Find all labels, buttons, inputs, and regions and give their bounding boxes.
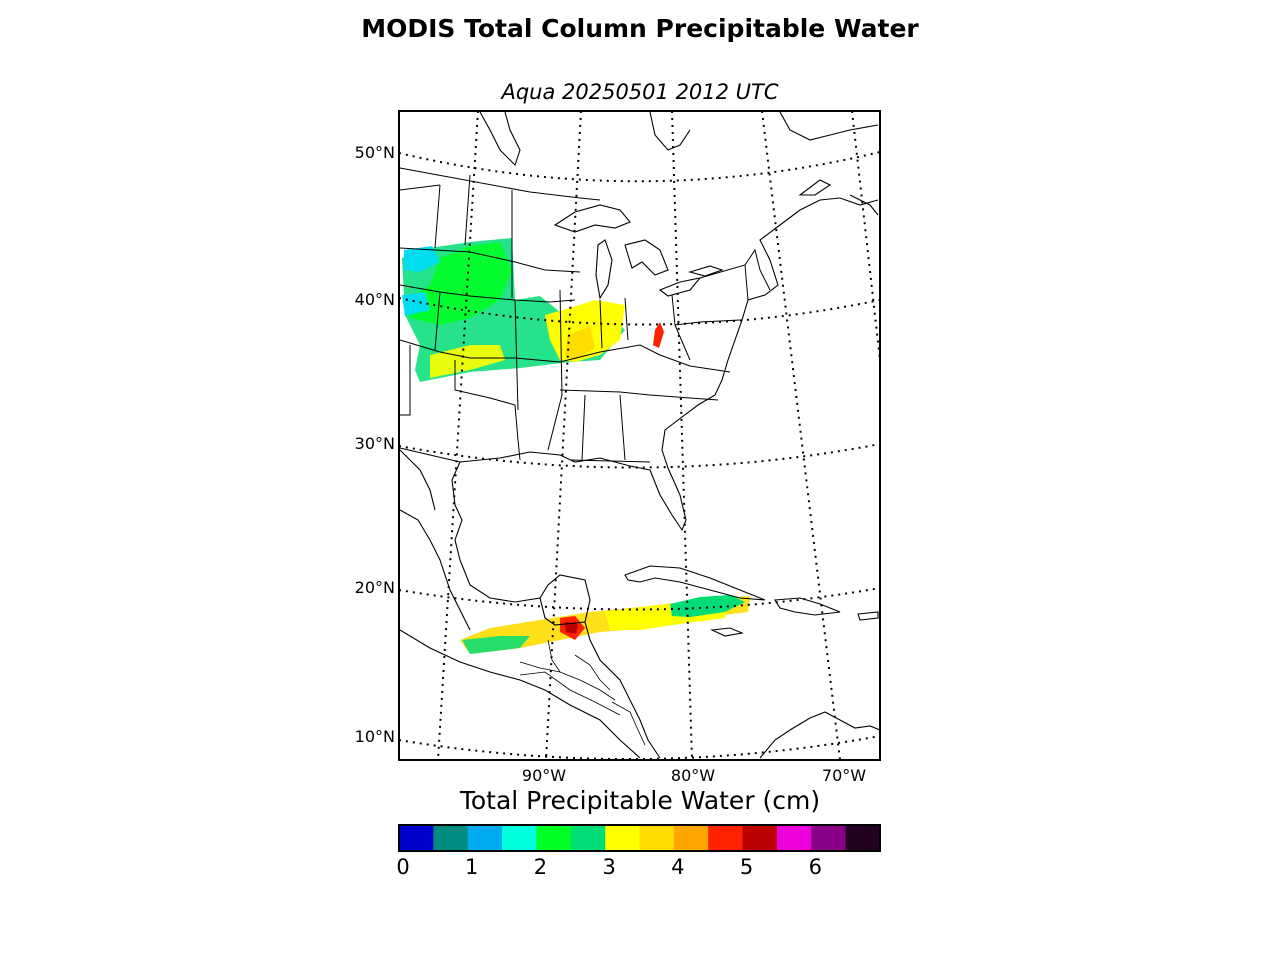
country-boundaries — [519, 639, 646, 746]
lon-label-70w: 70°W — [821, 766, 867, 785]
colorbar-swatch — [605, 825, 640, 851]
colorbar-swatch — [708, 825, 744, 851]
map-frame — [398, 110, 881, 761]
colorbar-swatch — [502, 825, 537, 851]
colorbar — [398, 824, 881, 852]
colorbar-swatch — [811, 825, 847, 851]
colorbar-swatch — [570, 825, 606, 851]
lat-label-30n: 30°N — [354, 434, 395, 453]
colorbar-swatch — [673, 825, 709, 851]
colorbar-swatch — [536, 825, 572, 851]
colorbar-swatch — [776, 825, 812, 851]
map-subtitle: Aqua 20250501 2012 UTC — [501, 80, 779, 104]
pw-swath-south — [460, 595, 750, 654]
colorbar-swatch — [399, 825, 434, 851]
colorbar-tick-label: 0 — [396, 855, 410, 879]
lat-label-50n: 50°N — [354, 143, 395, 162]
colorbar-tick-label: 6 — [808, 855, 822, 879]
lon-label-90w: 90°W — [521, 766, 567, 785]
colorbar-tick-label: 4 — [671, 855, 685, 879]
map-title: MODIS Total Column Precipitable Water — [361, 14, 919, 43]
lon-label-80w: 80°W — [670, 766, 716, 785]
colorbar-tick-label: 2 — [533, 855, 548, 879]
colorbar-swatch — [742, 825, 778, 851]
state-boundaries — [399, 167, 771, 463]
colorbar-swatch — [845, 825, 881, 851]
colorbar-tick-label: 3 — [602, 855, 616, 879]
colorbar-swatch — [467, 825, 503, 851]
lat-label-20n: 20°N — [354, 578, 395, 597]
colorbar-tick-label: 5 — [739, 855, 754, 879]
lat-label-10n: 10°N — [354, 727, 395, 746]
colorbar-frame — [398, 824, 881, 852]
lat-label-40n: 40°N — [354, 290, 395, 309]
pw-swath-north — [402, 238, 664, 382]
colorbar-title: Total Precipitable Water (cm) — [459, 786, 821, 815]
map-area — [399, 111, 880, 760]
colorbar-swatch — [433, 825, 469, 851]
colorbar-tick-label: 1 — [465, 855, 479, 879]
colorbar-swatch — [639, 825, 675, 851]
coastlines — [399, 111, 880, 759]
